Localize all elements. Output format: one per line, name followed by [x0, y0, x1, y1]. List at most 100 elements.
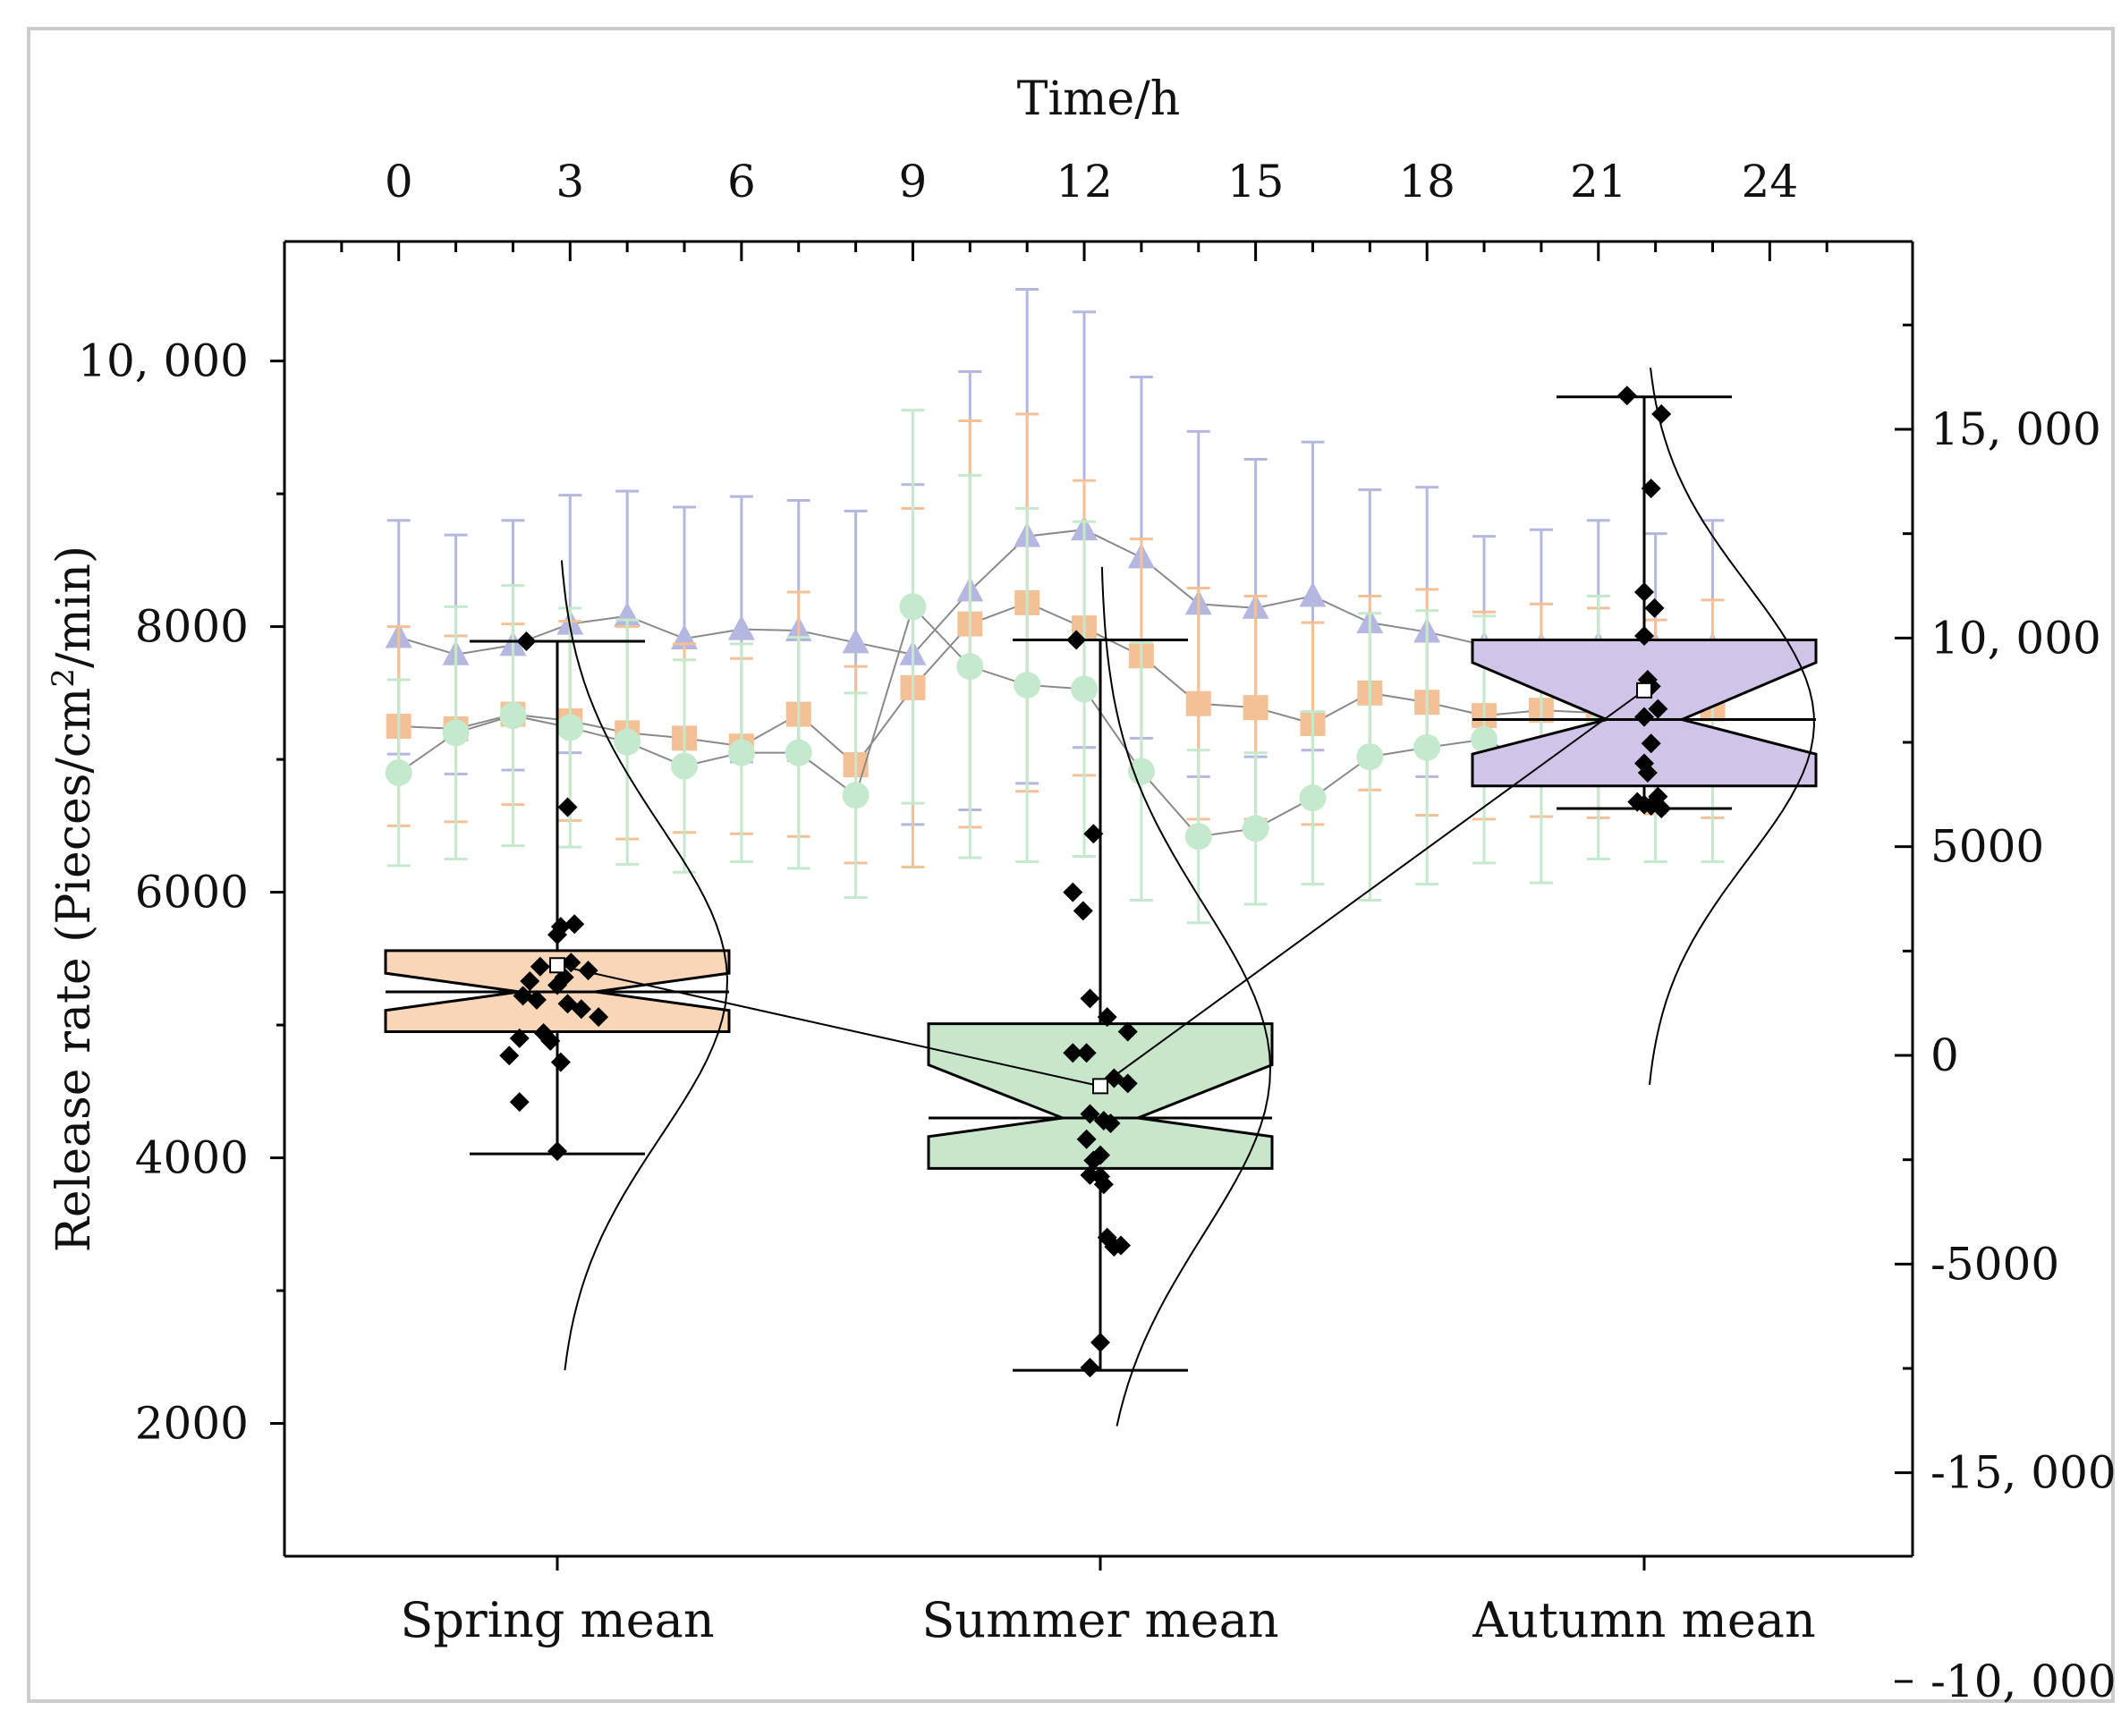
spring-data-point — [530, 956, 550, 977]
circle-marker — [1471, 725, 1498, 753]
left-tick-label: 10, 000 — [78, 335, 249, 387]
circle-marker — [556, 714, 584, 741]
right-tick-label: 10, 000 — [1930, 612, 2101, 664]
left-axis-title-sup: 2 — [46, 668, 81, 688]
left-tick-label: 2000 — [135, 1398, 249, 1450]
top-axis-title: Time/h — [1017, 72, 1180, 126]
top-tick-label: 9 — [899, 156, 928, 207]
spring-data-point — [547, 925, 567, 945]
summer-data-point — [1066, 630, 1087, 650]
spring-data-point — [547, 1141, 567, 1162]
square-marker — [1243, 695, 1268, 721]
summer-data-point — [1117, 1073, 1138, 1094]
right-tick-label: 15, 000 — [1930, 403, 2101, 455]
category-label-spring: Spring mean — [400, 1592, 714, 1648]
circle-marker — [1299, 784, 1327, 812]
circle-marker — [727, 739, 755, 766]
triangle-marker — [842, 628, 870, 654]
series-line — [398, 601, 1713, 766]
right-tick-label: -5000 — [1930, 1238, 2059, 1290]
spring-data-point — [540, 1030, 561, 1051]
spring-data-point — [571, 999, 591, 1020]
spring-data-point — [526, 989, 547, 1010]
top-tick-label: 21 — [1570, 156, 1627, 207]
mean-marker — [1092, 1078, 1108, 1095]
circle-marker — [1184, 823, 1212, 851]
autumn-data-point — [1641, 478, 1661, 499]
summer-data-point — [1076, 1129, 1097, 1149]
square-marker — [1185, 690, 1211, 716]
top-tick-label: 0 — [385, 156, 413, 207]
left-axis-title-end: /min) — [47, 546, 101, 668]
right-tick-label: 5000 — [1930, 821, 2044, 873]
right-tick-label: -15, 000 — [1930, 1447, 2117, 1499]
triangle-marker — [1299, 581, 1327, 607]
top-tick-label: 12 — [1056, 156, 1113, 207]
right-tick-label: 0 — [1930, 1029, 1959, 1081]
top-tick-label: 18 — [1398, 156, 1455, 207]
autumn-data-point — [1616, 385, 1637, 406]
top-tick-label: 6 — [727, 156, 756, 207]
autumn-data-point — [1634, 626, 1654, 646]
circle-marker — [1242, 815, 1269, 843]
axis-ticks: 2000 4000 6000 8000 10, 000 0 3 6 9 12 15 18 21 24 15,… — [78, 156, 2117, 1707]
circle-marker — [1127, 758, 1155, 785]
autumn-data-point — [1634, 582, 1654, 602]
line-series-layer — [385, 287, 1726, 925]
category-label-summer: Summer mean — [921, 1592, 1278, 1648]
circle-marker — [614, 728, 641, 756]
autumn-data-point — [1644, 597, 1665, 618]
left-tick-label: 8000 — [135, 601, 249, 653]
summer-data-point — [1083, 824, 1104, 844]
summer-data-point — [1100, 1113, 1121, 1133]
circle-marker — [956, 653, 984, 681]
spring-data-point — [557, 797, 578, 817]
circle-marker — [1071, 675, 1099, 703]
figure-border — [27, 27, 2115, 1703]
summer-notched-box — [927, 1022, 1274, 1170]
summer-data-point — [1080, 1358, 1100, 1378]
summer-data-point — [1080, 988, 1100, 1009]
box-plot-layer — [384, 367, 1818, 1427]
left-axis-title-main: Release rate (Pieces/cm — [47, 688, 101, 1253]
summer-data-point — [1063, 1043, 1083, 1063]
series-line — [398, 529, 1713, 656]
summer-data-point — [1083, 1150, 1104, 1171]
circle-marker — [1356, 743, 1384, 771]
summer-data-point — [1111, 1235, 1132, 1256]
right-tick-label: -10, 000 — [1930, 1656, 2117, 1707]
spring-data-point — [499, 1046, 520, 1066]
circle-marker — [785, 739, 812, 766]
spring-data-point — [589, 1007, 609, 1028]
circle-marker — [442, 719, 470, 747]
top-tick-label: 15 — [1227, 156, 1285, 207]
autumn-data-point — [1651, 799, 1672, 819]
spring-data-point — [547, 975, 567, 995]
summer-data-point — [1093, 1174, 1114, 1195]
spring-data-point — [578, 961, 598, 981]
spring-distribution-curve — [560, 560, 729, 1371]
mean-marker — [1636, 682, 1652, 699]
autumn-data-point — [1637, 762, 1658, 783]
triangle-marker — [727, 614, 755, 640]
spring-data-point — [509, 1092, 530, 1113]
autumn-distribution-curve — [1649, 367, 1815, 1086]
summer-data-point — [1090, 1332, 1110, 1352]
circle-marker — [1014, 671, 1041, 699]
mean-marker — [549, 957, 565, 974]
spring-data-point — [516, 631, 537, 651]
autumn-data-point — [1634, 707, 1654, 727]
summer-data-point — [1097, 1007, 1117, 1028]
spring-data-point — [564, 914, 585, 935]
spring-data-point — [520, 971, 540, 992]
summer-data-point — [1063, 882, 1083, 902]
circle-marker — [499, 702, 527, 730]
summer-data-point — [1080, 1104, 1100, 1124]
autumn-data-point — [1648, 699, 1668, 719]
left-axis-title: Release rate (Pieces/cm2/min) — [46, 546, 101, 1252]
autumn-data-point — [1651, 404, 1672, 425]
top-tick-label: 3 — [556, 156, 584, 207]
circle-marker — [1413, 733, 1441, 761]
